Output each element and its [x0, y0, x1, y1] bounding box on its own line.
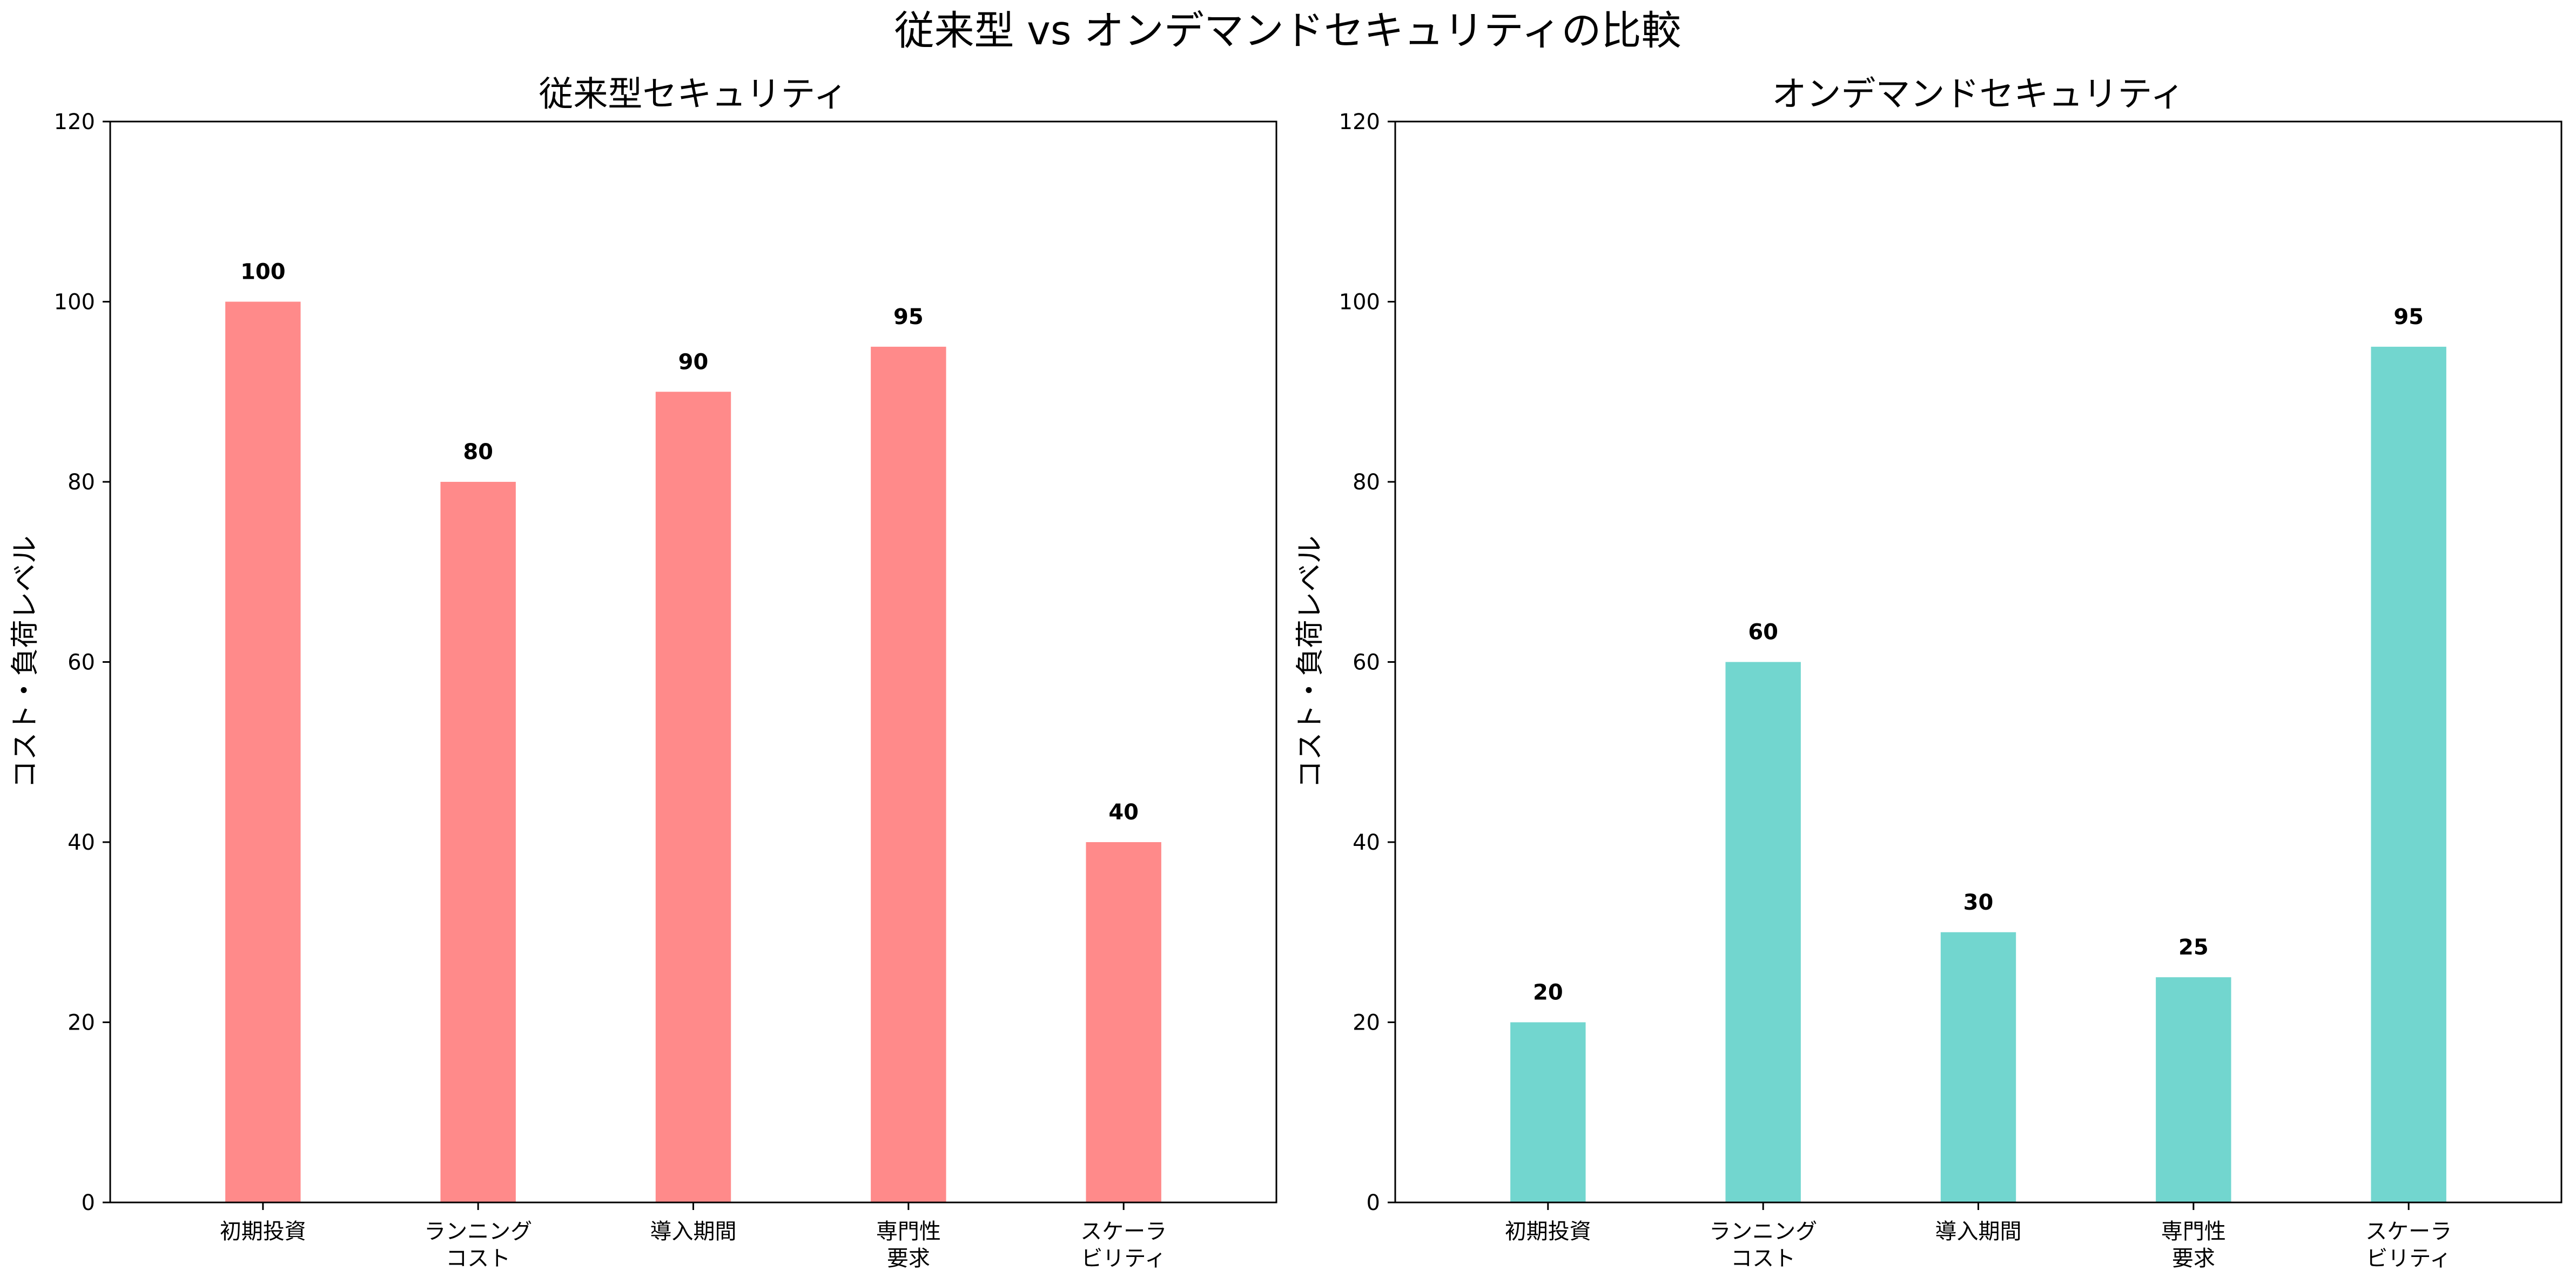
y-tick-label: 100: [54, 290, 95, 315]
y-tick-label: 20: [1353, 1011, 1380, 1036]
x-tick-label: スケーラ: [2365, 1219, 2452, 1244]
figure-title: 従来型 vs オンデマンドセキュリティの比較: [894, 8, 1682, 54]
y-tick-label: 60: [1353, 650, 1380, 675]
panel-title: オンデマンドセキュリティ: [1772, 75, 2184, 115]
y-axis-label: コスト・負荷レベル: [1294, 535, 1327, 788]
y-tick-label: 40: [68, 830, 95, 855]
y-tick-label: 0: [1367, 1191, 1380, 1215]
bar-value-label: 90: [678, 349, 709, 374]
bar: [871, 346, 946, 1202]
x-tick-label: 専門性: [876, 1219, 941, 1244]
x-tick-label: 専門性: [2161, 1219, 2226, 1244]
bar: [2371, 346, 2446, 1202]
bar: [655, 392, 731, 1202]
bar: [1086, 842, 1161, 1202]
bar-value-label: 80: [463, 440, 493, 465]
x-tick-label: ビリティ: [2366, 1246, 2451, 1271]
y-axis-label: コスト・負荷レベル: [9, 535, 42, 788]
y-tick-label: 0: [82, 1191, 95, 1215]
x-tick-label: 導入期間: [650, 1219, 737, 1244]
bar: [1725, 662, 1801, 1202]
x-tick-label: 初期投資: [1505, 1219, 1591, 1244]
y-tick-label: 40: [1353, 830, 1380, 855]
x-tick-label: ランニング: [424, 1219, 532, 1244]
x-tick-label: 導入期間: [1935, 1219, 2022, 1244]
x-tick-label: スケーラ: [1080, 1219, 1167, 1244]
bar-value-label: 100: [240, 260, 286, 285]
x-tick-label: コスト: [1731, 1246, 1795, 1271]
bar-value-label: 40: [1108, 800, 1139, 825]
bar: [440, 482, 516, 1202]
x-tick-label: ビリティ: [1081, 1246, 1166, 1271]
y-tick-label: 80: [1353, 470, 1380, 495]
bar-value-label: 95: [2393, 305, 2424, 330]
y-tick-label: 120: [54, 110, 95, 135]
bar-value-label: 25: [2178, 935, 2209, 960]
bar: [1940, 932, 2016, 1202]
y-tick-label: 20: [68, 1011, 95, 1036]
y-tick-label: 120: [1339, 110, 1380, 135]
x-tick-label: コスト: [446, 1246, 510, 1271]
bar-value-label: 20: [1533, 980, 1563, 1005]
bar: [1510, 1022, 1586, 1202]
x-tick-label: 要求: [2172, 1246, 2215, 1271]
bar-value-label: 30: [1963, 890, 1994, 915]
bar-value-label: 95: [893, 305, 924, 330]
y-tick-label: 60: [68, 650, 95, 675]
x-tick-label: 初期投資: [220, 1219, 306, 1244]
y-tick-label: 100: [1339, 290, 1380, 315]
x-tick-label: 要求: [887, 1246, 930, 1271]
y-tick-label: 80: [68, 470, 95, 495]
bar-value-label: 60: [1748, 620, 1778, 645]
panel-title: 従来型セキュリティ: [539, 75, 848, 115]
bar: [225, 301, 301, 1202]
bar: [2156, 977, 2231, 1202]
x-tick-label: ランニング: [1709, 1219, 1817, 1244]
